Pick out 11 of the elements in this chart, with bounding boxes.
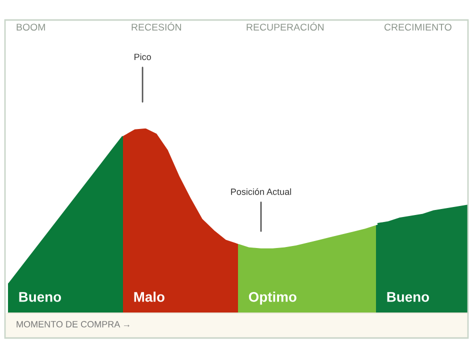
series-label: Optimo bbox=[248, 292, 296, 305]
series-label: Bueno bbox=[387, 292, 430, 302]
text: Pico bbox=[134, 53, 151, 60]
x-axis-title: MOMENTO DE COMPRA → bbox=[16, 321, 130, 328]
text: BOOM bbox=[16, 24, 45, 31]
text: CRECIMIENTO bbox=[384, 24, 452, 31]
series-label: Bueno bbox=[19, 292, 62, 302]
text: RECESIÓN bbox=[132, 22, 181, 31]
annotation: Posición Actual bbox=[231, 188, 292, 195]
text: RECUPERACIÓN bbox=[246, 22, 324, 31]
series-label: Malo bbox=[134, 292, 164, 302]
